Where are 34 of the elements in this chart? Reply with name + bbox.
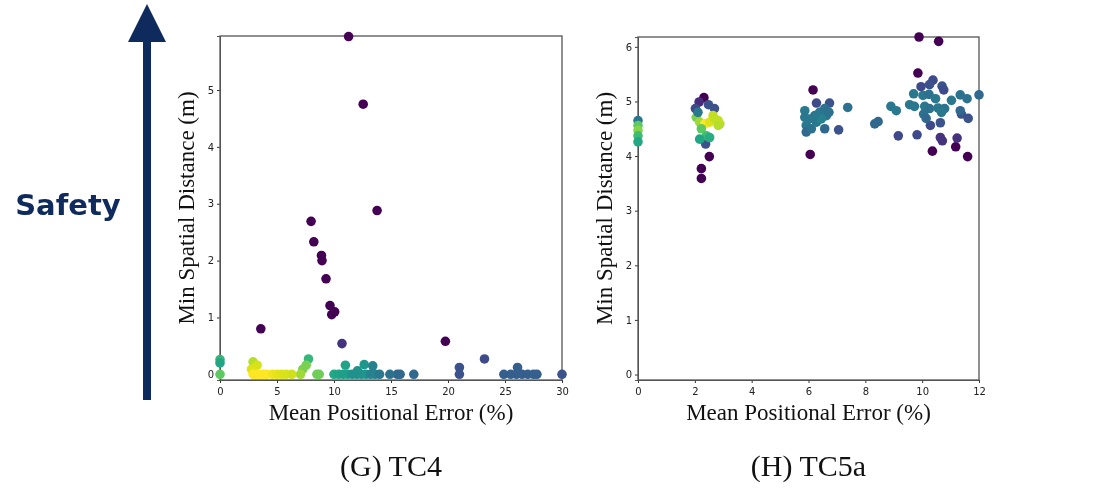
x-tick-label: 30 (556, 386, 569, 397)
x-tick-label: 15 (385, 386, 398, 397)
x-tick-label: 10 (328, 386, 341, 397)
x-tick-label: 0 (635, 386, 642, 397)
y-tick-label: 1 (625, 314, 632, 326)
x-tick-label: 8 (862, 386, 870, 397)
x-tick-label: 25 (499, 386, 512, 397)
y-tick-label: 0 (207, 369, 214, 381)
y-tick-label: 4 (207, 141, 214, 153)
y-tick-label: 5 (207, 84, 214, 96)
x-axis-title: Mean Positional Error (%) (268, 400, 514, 425)
y-tick-label: 5 (625, 96, 632, 108)
y-tick-label: 0 (625, 369, 632, 381)
y-tick-label: 3 (207, 198, 214, 210)
x-tick-label: 0 (217, 386, 224, 397)
y-tick-label: 3 (625, 205, 632, 217)
y-tick-label: 4 (625, 150, 632, 162)
x-tick-label: 6 (805, 386, 813, 397)
y-tick-label: 2 (207, 255, 214, 267)
text: (G) TC4 (340, 449, 442, 483)
y-tick-label: 1 (207, 312, 214, 324)
x-tick-label: 4 (748, 386, 756, 397)
x-tick-label: 5 (274, 386, 281, 397)
x-tick-label: 10 (916, 386, 930, 397)
x-tick-label: 2 (692, 386, 699, 397)
y-tick-label: 2 (625, 260, 632, 271)
x-axis-title: Mean Positional Error (%) (686, 400, 931, 425)
x-tick-label: 20 (442, 386, 455, 397)
text: Safety (15, 188, 121, 222)
x-tick-label: 12 (973, 386, 986, 397)
y-tick-label: 6 (625, 41, 632, 53)
y-axis-title: Min Spatial Distance (m) (174, 91, 199, 325)
text: (H) TC5a (750, 449, 867, 483)
y-axis-title: Min Spatial Distance (m) (592, 91, 617, 326)
